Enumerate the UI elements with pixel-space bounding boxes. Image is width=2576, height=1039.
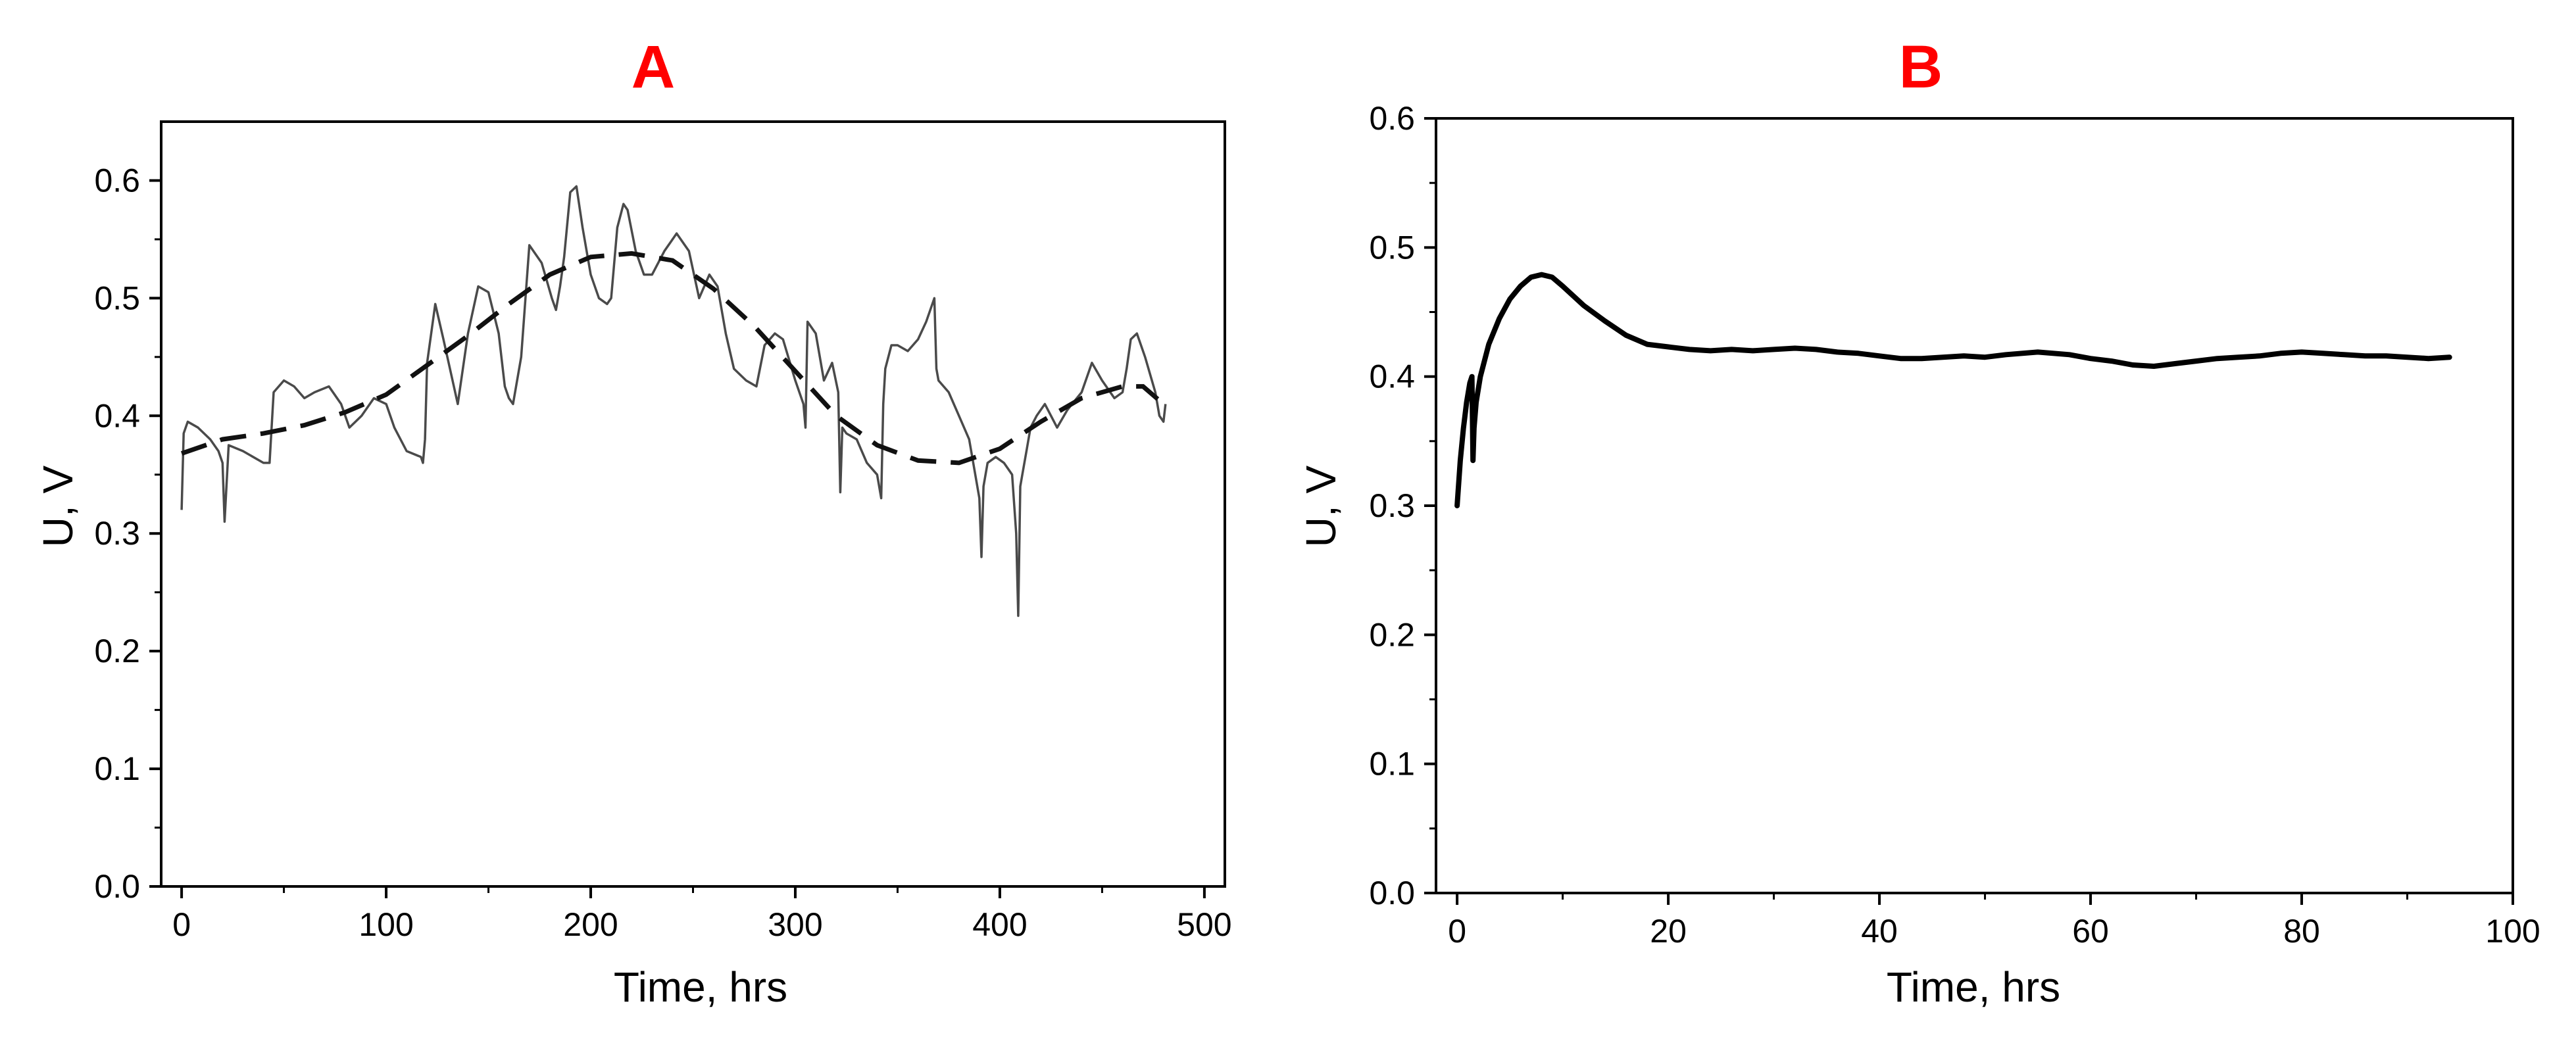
panel-b-x-axis-title: Time, hrs xyxy=(1887,963,2060,1011)
y-tick-label: 0.4 xyxy=(1369,358,1415,395)
panel-a-x-axis-title: Time, hrs xyxy=(614,963,787,1011)
chart-panel-b: B 0.0 0.1 0.2 0.3 0.4 0.5 0.6 0 20 40 60 80 100 Tim… xyxy=(1297,34,2540,1011)
y-tick-label: 0.2 xyxy=(94,633,140,669)
y-tick-label: 0.3 xyxy=(1369,487,1415,524)
y-tick-label: 0.3 xyxy=(94,515,140,552)
panel-b-x-axis: 0 20 40 60 80 100 xyxy=(1448,893,2540,950)
x-tick-label: 40 xyxy=(1861,913,1898,950)
x-tick-label: 60 xyxy=(2072,913,2109,950)
panel-b-label: B xyxy=(1899,34,1943,101)
y-tick-label: 0.0 xyxy=(1369,875,1415,911)
x-tick-label: 0 xyxy=(172,906,191,943)
x-tick-label: 0 xyxy=(1448,913,1466,950)
panel-b-plot-frame xyxy=(1435,117,2514,894)
panel-b-y-axis: 0.0 0.1 0.2 0.3 0.4 0.5 0.6 xyxy=(1369,100,1436,911)
x-tick-label: 100 xyxy=(2485,913,2540,950)
y-tick-label: 0.5 xyxy=(94,279,140,316)
x-tick-label: 500 xyxy=(1177,906,1231,943)
x-tick-label: 300 xyxy=(768,906,822,943)
panel-a-y-axis-title: U, V xyxy=(34,465,82,547)
data-line xyxy=(180,185,1167,617)
x-tick-label: 400 xyxy=(972,906,1027,943)
x-tick-label: 20 xyxy=(1650,913,1687,950)
y-tick-label: 0.4 xyxy=(94,397,140,434)
panel-a-plot-frame xyxy=(160,120,1226,888)
y-tick-label: 0.6 xyxy=(1369,100,1415,137)
y-tick-label: 0.2 xyxy=(1369,616,1415,653)
y-tick-label: 0.6 xyxy=(94,162,140,199)
x-tick-label: 200 xyxy=(563,906,618,943)
y-tick-label: 0.1 xyxy=(1369,746,1415,783)
panel-b-y-axis-title: U, V xyxy=(1297,465,1345,547)
y-tick-label: 0.1 xyxy=(94,750,140,787)
y-tick-label: 0.5 xyxy=(1369,229,1415,266)
data-line xyxy=(1454,272,2452,508)
panel-a-y-axis: 0.0 0.1 0.2 0.3 0.4 0.5 0.6 xyxy=(94,162,161,905)
chart-panel-a: A 0.0 0.1 0.2 0.3 0.4 0.5 0.6 0 100 200 300 400 500… xyxy=(34,34,1232,1011)
panel-a-series xyxy=(180,185,1167,617)
trend-line xyxy=(180,251,1165,466)
panel-b-series xyxy=(1454,272,2452,508)
x-tick-label: 80 xyxy=(2283,913,2320,950)
panel-a-x-axis: 0 100 200 300 400 500 xyxy=(172,886,1232,943)
panel-a-label: A xyxy=(632,34,675,101)
x-tick-label: 100 xyxy=(359,906,413,943)
y-tick-label: 0.0 xyxy=(94,868,140,905)
